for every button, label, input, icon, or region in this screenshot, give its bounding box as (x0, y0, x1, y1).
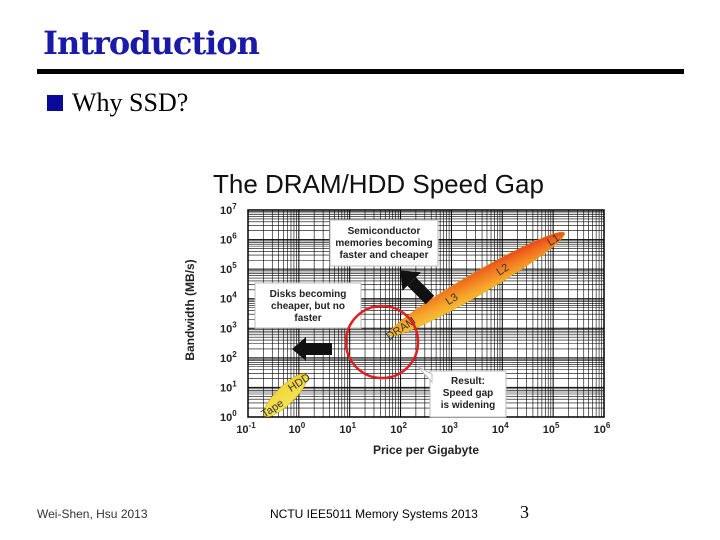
x-axis-label: Price per Gigabyte (373, 443, 479, 457)
series-label-l3: L3 (444, 291, 461, 308)
y-tick-label: 107 (220, 202, 237, 217)
annotation-semiconductor-line2: memories becoming (335, 238, 432, 249)
chart-title: The DRAM/HDD Speed Gap (213, 169, 544, 199)
arrow-up-left-icon (400, 270, 435, 305)
arrow-left-icon (292, 337, 332, 361)
y-tick-label: 102 (220, 350, 237, 365)
footer-author: Wei-Shen, Hsu 2013 (37, 507, 148, 521)
title-rule (37, 69, 684, 74)
annotation-semiconductor-line3: faster and cheaper (340, 250, 429, 261)
y-tick-label: 104 (220, 291, 237, 306)
series-label-l1: L1 (545, 232, 562, 249)
annotation-callouts: Semiconductor memories becoming faster a… (254, 219, 507, 418)
annotation-disks-line2: cheaper, but no (271, 301, 345, 312)
page-number: 3 (520, 502, 529, 522)
x-tick-label: 101 (339, 421, 356, 436)
annotation-result-line2: Speed gap (443, 388, 494, 399)
annotation-result-line3: is widening (441, 400, 495, 411)
y-tick-label: 101 (220, 379, 237, 394)
annotation-box-semiconductor (329, 219, 439, 267)
annotation-box-result (429, 370, 507, 418)
speed-gap-highlight-circle (344, 304, 420, 380)
plot-frame (247, 209, 605, 418)
memory-band (388, 231, 565, 337)
x-tick-label: 10-1 (236, 421, 256, 436)
x-tick-label: 106 (594, 421, 611, 436)
x-tick-label: 104 (492, 421, 509, 436)
x-tick-label: 102 (390, 421, 407, 436)
slide-title: Introduction (43, 24, 260, 62)
y-axis-label: Bandwidth (MB/s) (183, 259, 197, 360)
disk-band (263, 373, 308, 417)
x-axis-ticks: 10-1 100 101 102 103 104 105 106 (236, 421, 611, 436)
y-tick-label: 106 (220, 232, 237, 247)
result-pointer (417, 366, 433, 384)
annotation-box-disks (254, 282, 362, 329)
speed-gap-chart: The DRAM/HDD Speed Gap 10-1 100 101 102 103 1… (183, 169, 611, 457)
annotation-result-line1: Result: (451, 376, 485, 387)
y-tick-label: 103 (220, 320, 237, 335)
x-tick-label: 100 (289, 421, 306, 436)
y-axis-ticks: 100 101 102 103 104 105 106 107 (220, 202, 237, 424)
footer-course: NCTU IEE5011 Memory Systems 2013 (270, 507, 478, 521)
y-tick-label: 100 (220, 409, 237, 424)
x-tick-label: 103 (441, 421, 458, 436)
bullet-text: Why SSD? (72, 88, 189, 117)
y-tick-label: 105 (220, 261, 237, 276)
arrows (292, 270, 435, 361)
annotation-disks-line3: faster (294, 313, 321, 324)
series-label-l2: L2 (494, 262, 511, 279)
annotation-semiconductor-line1: Semiconductor (348, 226, 421, 237)
technology-bands (263, 231, 565, 417)
x-tick-label: 105 (543, 421, 560, 436)
annotation-disks-line1: Disks becoming (270, 289, 347, 300)
bullet-marker (47, 95, 63, 111)
